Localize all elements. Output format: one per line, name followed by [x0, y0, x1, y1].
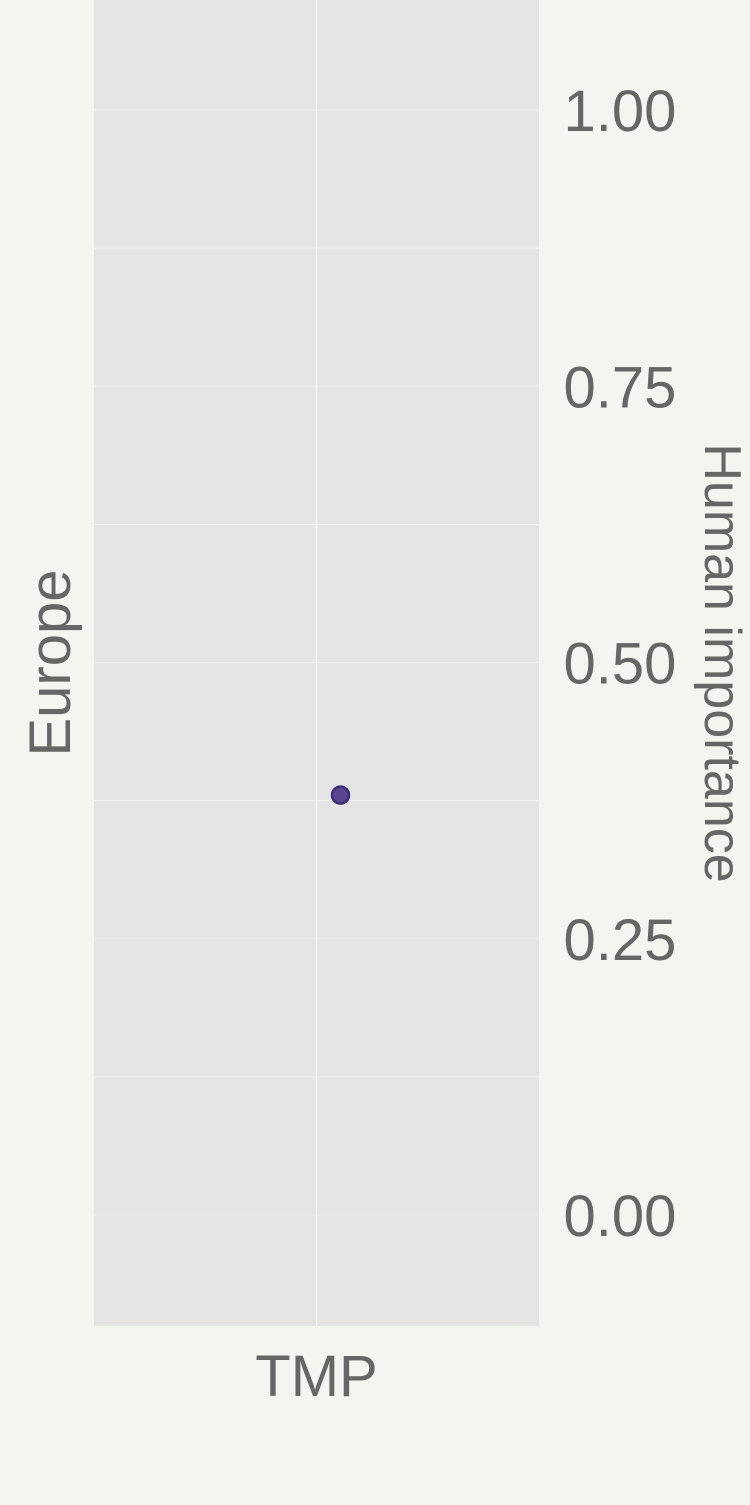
y-axis-title: Human importance [693, 443, 750, 882]
data-points [330, 785, 351, 805]
y-tick-label: 0.50 [564, 632, 677, 697]
y-tick-label: 1.00 [564, 79, 677, 144]
data-point [330, 785, 351, 805]
x-tick-labels: TMP [255, 1344, 377, 1409]
y-tick-label: 0.25 [564, 908, 677, 973]
x-tick-label: TMP [255, 1344, 377, 1409]
y-tick-labels: 0.00 0.25 0.50 0.75 1.00 [564, 79, 677, 1249]
facet-label: Europe [18, 569, 83, 756]
gridlines [94, 0, 539, 1326]
y-tick-label: 0.75 [564, 355, 677, 420]
y-tick-label: 0.00 [564, 1184, 677, 1249]
